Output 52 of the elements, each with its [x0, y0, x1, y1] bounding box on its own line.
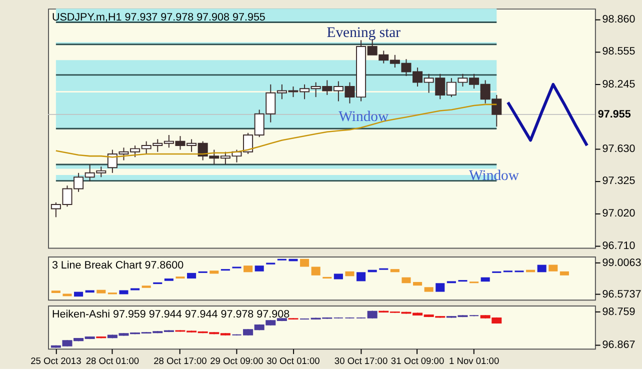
y-tick-label: 98.245	[602, 78, 636, 90]
bar	[96, 290, 106, 294]
bar	[74, 292, 84, 297]
bar	[436, 283, 445, 292]
y-tick-label: 99.0063	[602, 257, 642, 270]
bar	[187, 272, 196, 278]
y-tick-label: 98.860	[602, 14, 636, 26]
bar	[334, 274, 343, 280]
bar	[164, 278, 174, 281]
chart-title: 3 Line Break Chart 97.8600	[52, 259, 184, 272]
bar	[402, 277, 411, 284]
x-tick-label: 31 Oct 09:00	[390, 356, 444, 366]
bar	[254, 266, 264, 272]
y-tick-label: 96.867	[602, 338, 636, 351]
ref-line-label: 97.955	[598, 108, 631, 120]
y-tick-label: 96.5737	[602, 288, 642, 301]
bar	[390, 269, 400, 272]
x-tick-label: 30 Oct 01:00	[266, 356, 320, 366]
bar	[288, 258, 298, 262]
bar	[413, 282, 422, 286]
y-tick-label: 97.325	[602, 175, 636, 188]
bar	[311, 266, 320, 276]
x-tick-label: 28 Oct 17:00	[154, 356, 207, 366]
annotation: Window	[338, 108, 390, 125]
chart-title: USDJPY.m,H1 97.937 97.978 97.908 97.955	[52, 11, 266, 24]
x-tick-label: 30 Oct 17:00	[334, 356, 388, 366]
y-tick-label: 98.555	[602, 46, 636, 58]
line-series	[506, 82, 589, 147]
bar	[85, 290, 94, 293]
bar	[548, 264, 558, 272]
bar	[480, 277, 490, 282]
bar	[356, 272, 366, 282]
bar	[244, 266, 253, 272]
bar	[62, 294, 72, 296]
y-tick-label: 97.020	[602, 207, 636, 220]
annotation: Evening star	[326, 24, 401, 41]
bar	[345, 271, 354, 276]
annotation: Window	[468, 168, 520, 184]
bar	[560, 271, 569, 276]
y-tick-label: 98.759	[602, 306, 636, 318]
chart-title: Heiken-Ashi 97.959 97.944 97.944 97.978 97.908	[52, 308, 290, 320]
y-tick-label: 96.710	[602, 240, 636, 252]
bar	[119, 290, 128, 294]
y-tick-label: 97.630	[602, 143, 636, 156]
x-tick-label: 28 Oct 01:00	[86, 356, 140, 366]
x-tick-label: 25 Oct 2013	[30, 356, 82, 366]
x-tick-label: 1 Nov 01:00	[448, 356, 500, 366]
bar	[300, 258, 310, 267]
bar	[424, 287, 434, 292]
bar	[537, 264, 546, 272]
bar	[210, 270, 219, 274]
x-tick-label: 29 Oct 09:00	[210, 356, 264, 366]
